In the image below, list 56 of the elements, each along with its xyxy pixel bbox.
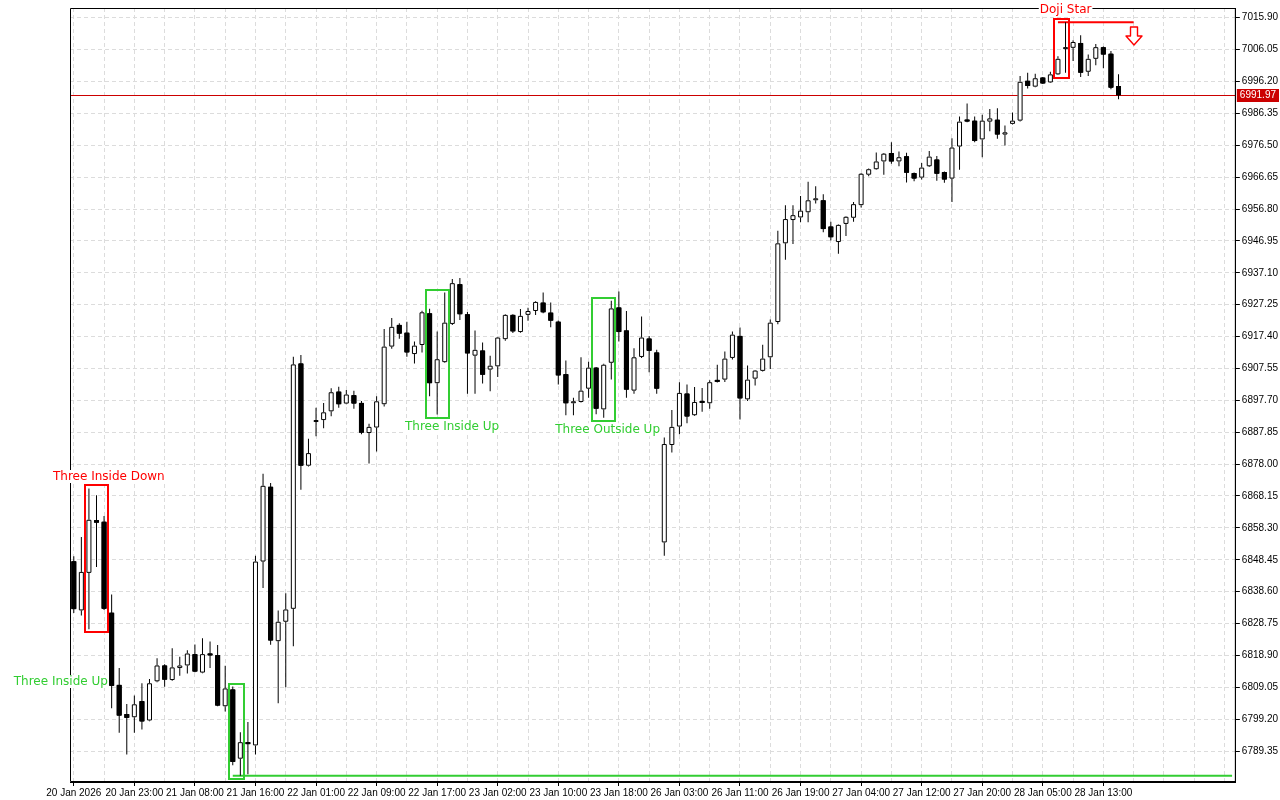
y-tick-label: 6858.30: [1241, 521, 1279, 533]
y-tick-label: 6897.70: [1241, 394, 1279, 406]
y-tick-label: 6878.00: [1241, 457, 1279, 469]
candlestick: [124, 703, 130, 755]
x-tick-label: 22 Jan 09:00: [347, 786, 406, 798]
y-tick-label: 7006.05: [1241, 43, 1279, 55]
x-tick-label: 27 Jan 20:00: [953, 786, 1012, 798]
annotation: Three Inside Up: [12, 673, 108, 688]
y-tick-label: 6917.40: [1241, 330, 1279, 342]
ref-line-label: 6991.97: [1239, 89, 1277, 101]
y-tick-label: 6956.80: [1241, 202, 1279, 214]
x-tick-label: 27 Jan 12:00: [892, 786, 952, 798]
x-tick-label: 22 Jan 01:00: [287, 786, 346, 798]
y-tick-label: 6828.75: [1241, 617, 1279, 629]
candlestick: [313, 407, 319, 437]
y-tick-label: 6966.65: [1241, 170, 1279, 182]
x-tick-label: 22 Jan 17:00: [408, 786, 467, 798]
candlestick: [1063, 22, 1069, 73]
y-tick-label: 6937.10: [1241, 266, 1279, 278]
candlestick: [813, 186, 819, 204]
x-tick-label: 26 Jan 19:00: [771, 786, 830, 798]
y-tick-label: 7015.90: [1241, 11, 1279, 23]
y-tick-label: 6996.20: [1241, 75, 1279, 87]
candlestick: [699, 388, 705, 412]
y-tick-label: 6789.35: [1241, 744, 1279, 756]
candlestick: [94, 495, 99, 568]
y-tick-label: 6868.15: [1241, 489, 1279, 501]
x-tick-label: 23 Jan 18:00: [589, 786, 649, 798]
y-tick-label: 6976.50: [1241, 139, 1279, 150]
annotation: Three Inside Down: [51, 468, 165, 483]
candlestick: [472, 330, 478, 394]
x-tick-label: 23 Jan 10:00: [529, 786, 588, 798]
y-tick-label: 6887.85: [1241, 425, 1279, 437]
x-tick-label: 26 Jan 11:00: [711, 786, 769, 798]
x-tick-label: 23 Jan 02:00: [468, 786, 528, 798]
y-tick-label: 6927.25: [1241, 298, 1279, 310]
y-tick-label: 6946.95: [1241, 234, 1279, 246]
x-tick-label: 20 Jan 23:00: [105, 786, 164, 798]
annotation: Three Inside Up: [403, 418, 500, 433]
y-tick-label: 6848.45: [1241, 553, 1279, 565]
x-tick-label: 28 Jan 05:00: [1013, 786, 1073, 798]
y-tick-label: 6809.05: [1241, 681, 1279, 693]
x-tick-label: 21 Jan 16:00: [226, 786, 285, 798]
annotation: Doji Star: [1039, 2, 1092, 17]
y-tick-label: 6799.20: [1241, 712, 1279, 724]
y-tick-label: 6907.55: [1241, 362, 1279, 374]
y-tick-label: 6986.35: [1241, 107, 1279, 119]
x-tick-label: 26 Jan 03:00: [650, 786, 709, 798]
x-tick-label: 27 Jan 04:00: [832, 786, 891, 798]
x-tick-label: 20 Jan 2026: [46, 786, 102, 798]
candlestick: [245, 722, 251, 775]
y-tick-label: 6838.60: [1241, 585, 1279, 597]
y-tick-label: 6818.90: [1241, 649, 1279, 661]
x-tick-label: 21 Jan 08:00: [166, 786, 225, 798]
x-tick-label: 28 Jan 13:00: [1074, 786, 1133, 798]
annotation: Three Outside Up: [554, 421, 661, 436]
